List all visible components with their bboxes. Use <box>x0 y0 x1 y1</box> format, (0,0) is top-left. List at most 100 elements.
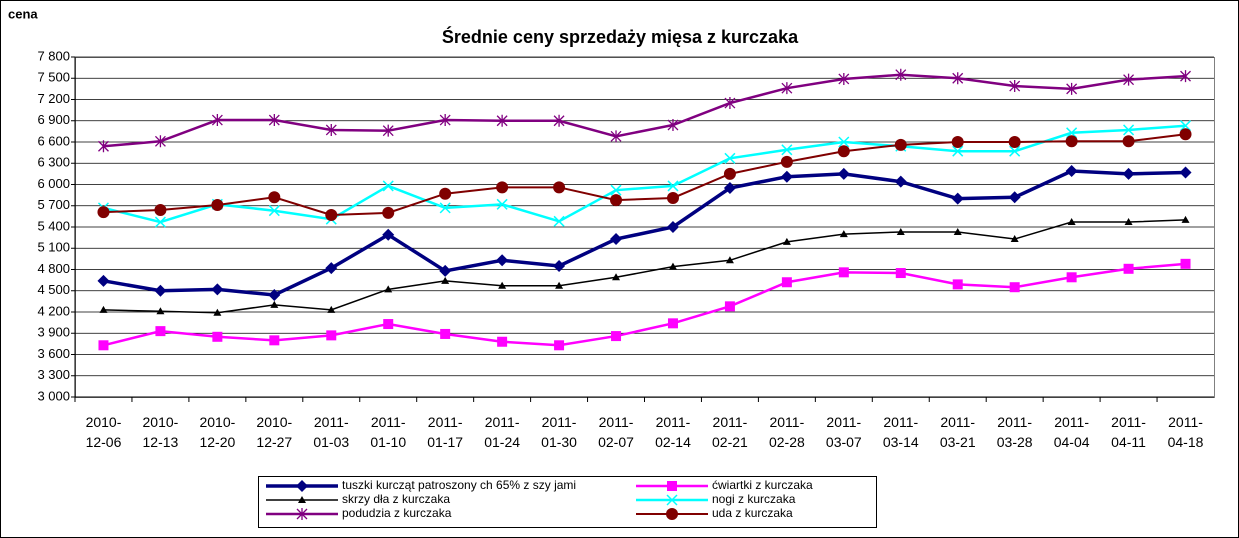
data-point <box>1179 166 1192 179</box>
series-line <box>103 73 1186 148</box>
data-point <box>97 274 110 287</box>
data-point <box>439 264 452 277</box>
data-point <box>894 138 907 151</box>
data-point <box>1009 145 1021 157</box>
data-point <box>326 330 337 341</box>
marker-shape <box>839 230 848 238</box>
data-point <box>610 194 623 207</box>
data-point <box>838 136 850 148</box>
x-tick-label: 2010- 12-27 <box>256 414 293 450</box>
x-tick-label: 2011- 02-14 <box>655 414 691 450</box>
data-point <box>1181 215 1190 223</box>
marker-shape <box>384 285 393 293</box>
marker-shape <box>666 191 679 204</box>
marker-shape <box>211 114 223 127</box>
marker-shape <box>1009 80 1021 93</box>
marker-shape <box>212 331 223 342</box>
marker-shape <box>837 145 850 158</box>
marker-shape <box>496 114 508 127</box>
data-point <box>154 204 167 216</box>
marker-shape <box>155 326 166 337</box>
data-point <box>553 114 565 127</box>
data-point <box>610 130 622 143</box>
data-point <box>837 145 850 158</box>
data-point <box>952 145 964 157</box>
marker-shape <box>837 167 850 180</box>
marker-shape <box>325 123 337 136</box>
legend-label: uda z kurczaka <box>712 506 793 520</box>
data-point <box>268 191 281 204</box>
data-point <box>1067 218 1076 226</box>
data-point <box>610 233 623 246</box>
marker-shape <box>724 97 736 110</box>
data-point <box>553 181 566 194</box>
marker-shape <box>1065 165 1078 178</box>
marker-shape <box>97 206 110 219</box>
y-tick-label: 6 300 <box>37 155 70 170</box>
data-point <box>211 199 224 212</box>
data-point <box>325 208 338 221</box>
marker-shape <box>439 264 452 277</box>
marker-shape <box>382 228 395 241</box>
marker-shape <box>553 114 565 127</box>
marker-shape <box>894 175 907 188</box>
marker-shape <box>1180 70 1191 83</box>
marker-shape <box>895 268 906 279</box>
marker-shape <box>270 300 279 308</box>
marker-shape <box>1123 124 1135 136</box>
data-point <box>953 227 962 235</box>
x-tick-label: 2011- 03-14 <box>882 414 919 450</box>
data-point <box>837 167 850 180</box>
marker-shape <box>154 135 166 148</box>
data-point <box>212 331 223 342</box>
marker-shape <box>211 199 224 212</box>
marker-shape <box>440 328 451 339</box>
legend-label: tuszki kurcząt patroszony ch 65% z szy j… <box>342 478 576 492</box>
data-point <box>723 182 736 195</box>
data-point <box>667 180 679 192</box>
marker-shape <box>156 307 165 315</box>
marker-shape <box>667 119 679 131</box>
marker-shape <box>298 496 306 503</box>
data-point <box>612 273 621 281</box>
marker-shape <box>1123 263 1134 274</box>
data-point <box>781 277 792 288</box>
marker-shape <box>98 140 109 153</box>
series-line <box>103 124 1186 224</box>
marker-shape <box>610 130 622 143</box>
data-point <box>439 187 452 200</box>
data-point <box>724 152 736 164</box>
y-tick-label: 3 600 <box>37 346 70 361</box>
marker-shape <box>268 191 281 204</box>
x-tick-label: 2011- 01-30 <box>541 414 577 450</box>
data-point <box>154 216 166 228</box>
data-point <box>270 300 279 308</box>
data-point <box>327 305 336 313</box>
y-tick-label: 4 800 <box>37 261 70 276</box>
marker-shape <box>952 145 964 157</box>
data-point <box>440 328 451 339</box>
marker-shape <box>326 330 337 341</box>
y-tick-label: 5 700 <box>37 197 70 212</box>
x-tick-label: 2010- 12-20 <box>199 414 236 450</box>
marker-shape <box>154 204 167 216</box>
data-point <box>951 192 964 205</box>
data-point <box>1009 80 1021 93</box>
data-point <box>211 114 223 127</box>
x-tick-label: 2010- 12-06 <box>85 414 122 450</box>
marker-shape <box>154 284 167 297</box>
marker-shape <box>953 227 962 235</box>
data-point <box>611 331 622 342</box>
series-line <box>103 219 1186 314</box>
marker-shape <box>1179 128 1192 141</box>
data-point <box>780 170 793 183</box>
data-point <box>268 289 281 301</box>
data-point <box>498 281 507 289</box>
data-point <box>951 136 964 148</box>
data-point <box>1065 165 1078 178</box>
data-point <box>1066 127 1078 139</box>
data-point <box>782 237 791 245</box>
marker-shape <box>496 198 508 210</box>
data-point <box>496 181 509 194</box>
marker-shape <box>781 82 793 95</box>
